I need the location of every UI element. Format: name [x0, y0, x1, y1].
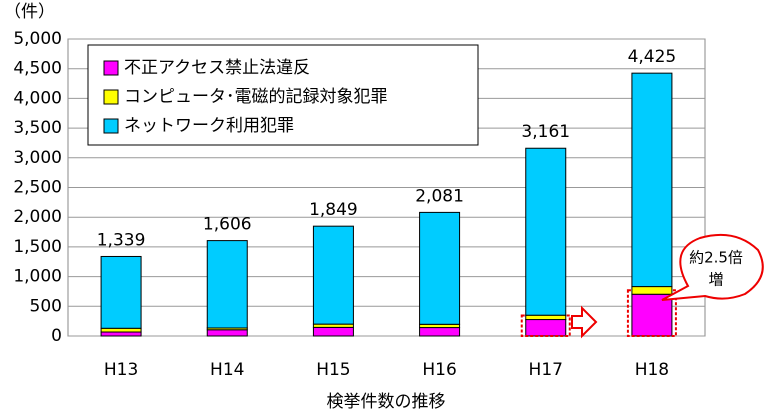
legend-swatch — [103, 60, 119, 76]
x-tick-label: H14 — [210, 360, 244, 380]
bar-segment — [631, 72, 673, 288]
annotation: 約2.5倍 — [689, 249, 743, 267]
legend-label: ネットワーク利用犯罪 — [124, 116, 294, 136]
callout — [661, 233, 764, 301]
bar-segment — [100, 255, 142, 329]
x-tick-label: H18 — [635, 360, 669, 380]
y-tick-label: 3,500 — [13, 118, 62, 138]
y-tick-label: 4,500 — [13, 59, 62, 79]
x-axis-title: 検挙件数の推移 — [327, 392, 446, 412]
highlight-box — [520, 314, 571, 338]
bar-segment — [100, 331, 142, 337]
bar-segment — [206, 240, 248, 329]
total-label: 1,606 — [203, 215, 252, 235]
legend-label: コンピュータ･電磁的記録対象犯罪 — [124, 87, 388, 107]
legend-swatch — [103, 118, 119, 134]
y-tick-label: 2,000 — [13, 207, 62, 227]
bar-segment — [312, 225, 354, 325]
total-label: 1,339 — [97, 230, 146, 250]
y-tick-label: 2,500 — [13, 178, 62, 198]
total-label: 3,161 — [521, 122, 570, 142]
bar-segment — [312, 326, 354, 337]
total-label: 4,425 — [628, 47, 677, 67]
unit-label: （件） — [4, 2, 55, 22]
highlight-box — [626, 289, 677, 337]
bar-segment — [206, 329, 248, 337]
bar-segment — [100, 327, 142, 333]
legend-label: 不正アクセス禁止法違反 — [124, 58, 310, 78]
x-tick-label: H17 — [529, 360, 563, 380]
y-tick-label: 1,500 — [13, 237, 62, 257]
bar-segment — [631, 293, 673, 337]
bar-segment — [525, 314, 567, 321]
arrow — [571, 305, 598, 339]
bar-segment — [419, 327, 461, 337]
bar-segment — [419, 211, 461, 325]
x-tick-label: H13 — [104, 360, 138, 380]
x-tick-label: H16 — [422, 360, 456, 380]
x-tick-label: H15 — [316, 360, 350, 380]
annotation: 増 — [708, 271, 723, 289]
legend-box — [87, 44, 479, 146]
y-tick-label: 0 — [51, 326, 62, 346]
total-label: 1,849 — [309, 200, 358, 220]
bar-segment — [525, 147, 567, 316]
y-tick-label: 5,000 — [13, 29, 62, 49]
bar-segment — [525, 319, 567, 337]
total-label: 2,081 — [415, 186, 464, 206]
bar-segment — [631, 286, 673, 295]
y-tick-label: 3,000 — [13, 148, 62, 168]
y-tick-label: 1,000 — [13, 267, 62, 287]
y-tick-label: 4,000 — [13, 88, 62, 108]
legend-swatch — [103, 89, 119, 105]
y-tick-label: 500 — [30, 296, 62, 316]
